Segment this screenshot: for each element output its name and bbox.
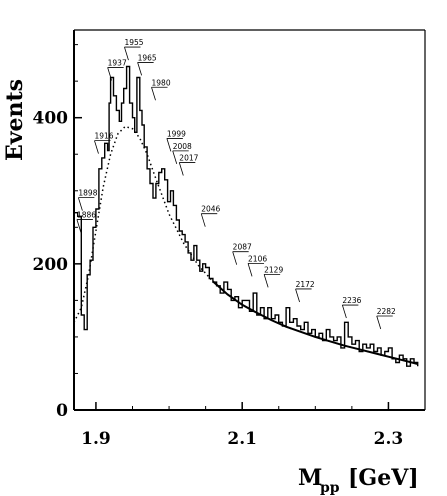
annotation-label: 1980: [152, 78, 171, 87]
annotation-label: 1886: [77, 211, 96, 220]
peak-annotation: 2106: [247, 254, 267, 277]
peak-annotation: 1898: [78, 189, 98, 211]
peak-annotation: 2087: [232, 243, 252, 265]
annotation-leader: [76, 219, 82, 233]
annotation-label: 1999: [167, 129, 186, 138]
annotation-label: 2087: [233, 243, 252, 252]
annotation-leader: [178, 162, 184, 176]
ticks: 0 200 400 1.9 2.1 2.3: [33, 44, 426, 449]
data-histogram: [74, 65, 419, 367]
annotation-leader: [263, 274, 269, 288]
annotation-label: 2017: [179, 154, 198, 163]
annotation-leader: [247, 263, 253, 277]
annotation-leader: [295, 288, 300, 303]
peak-annotation: 1916: [94, 132, 114, 154]
peak-annotation: 2172: [295, 280, 315, 303]
peak-annotation: 2282: [376, 307, 396, 330]
y-tick-label: 400: [33, 109, 69, 129]
annotation-leader: [107, 67, 113, 81]
annotation-leader: [341, 304, 347, 319]
x-axis-label-sub: pp: [320, 480, 340, 496]
annotation-label: 2172: [296, 280, 315, 289]
x-tick-label: 2.3: [374, 429, 404, 449]
curves: [73, 65, 419, 367]
annotation-leader: [166, 138, 172, 152]
annotation-leader: [151, 87, 156, 101]
x-tick-label: 2.1: [227, 429, 257, 449]
annotation-label: 1916: [94, 132, 113, 141]
annotation-leader: [232, 251, 238, 265]
peak-annotation: 1955: [124, 38, 144, 61]
annotation-label: 1965: [138, 53, 157, 62]
annotation-leader: [78, 197, 83, 211]
annotation-leader: [200, 213, 206, 227]
annotations: 1898 1886 1916 1937 1955 1965 1980 1999 2008 2017…: [76, 38, 396, 330]
y-tick-label: 0: [56, 401, 68, 421]
peak-annotation: 1980: [151, 78, 171, 101]
peak-annotation: 2046: [200, 205, 221, 227]
annotation-label: 2008: [173, 142, 192, 151]
x-tick-label: 1.9: [81, 429, 111, 449]
annotation-leader: [137, 62, 143, 76]
annotation-label: 1898: [78, 189, 97, 198]
annotation-label: 2129: [264, 265, 283, 274]
annotation-label: 2046: [201, 205, 220, 214]
peak-annotation: 1999: [166, 129, 186, 152]
peak-annotation: 2017: [178, 154, 199, 176]
annotation-leader: [124, 46, 129, 61]
annotation-leader: [172, 150, 178, 164]
x-axis-label-unit: [GeV]: [348, 465, 419, 491]
x-axis-label-main: M: [298, 465, 322, 491]
peak-annotation: 2008: [172, 142, 192, 164]
background-curve: [73, 125, 418, 365]
x-axis-label: M pp [GeV]: [298, 465, 419, 496]
peak-annotation: 1965: [137, 53, 157, 76]
annotation-label: 1955: [124, 38, 143, 47]
background-curve-tail: [212, 280, 418, 365]
peak-annotation: 2129: [263, 265, 283, 288]
annotation-leader: [94, 140, 99, 154]
annotation-label: 2106: [248, 254, 267, 263]
peak-annotation: 1886: [76, 211, 96, 233]
peak-annotation: 1937: [107, 59, 127, 81]
peak-annotation: 2236: [341, 296, 362, 319]
annotation-label: 2282: [377, 307, 396, 316]
annotation-leader: [376, 315, 382, 330]
y-axis-label: Events: [2, 79, 28, 161]
annotation-label: 1937: [108, 59, 127, 68]
y-tick-label: 200: [33, 255, 69, 275]
annotation-label: 2236: [342, 296, 361, 305]
